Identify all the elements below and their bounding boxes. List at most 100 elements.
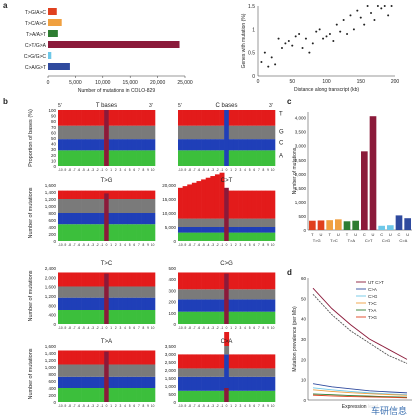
stack-segment: [247, 150, 253, 166]
position-tick: 4: [244, 404, 246, 408]
stack-segment: [145, 376, 151, 388]
position-tick: 7: [258, 168, 260, 172]
stack-segment: [131, 376, 137, 388]
stack-segment: [90, 286, 96, 298]
position-tick: -4: [207, 168, 210, 172]
stack-segment: [219, 272, 225, 290]
position-tick: -8: [188, 326, 191, 330]
stack-segment: [90, 272, 96, 287]
stack-segment: [205, 390, 211, 402]
y-tick-label: 1,600: [45, 183, 57, 188]
stack-segment: [145, 224, 151, 241]
stack-segment: [178, 289, 183, 300]
stack-segment: [265, 190, 271, 219]
position-tick: -9: [64, 326, 67, 330]
position-tick: 8: [263, 168, 265, 172]
stack-segment: [233, 368, 239, 377]
y-tick-label: 0: [252, 74, 255, 80]
stack-segment: [76, 286, 82, 298]
stack-segment: [242, 218, 248, 227]
stack-segment: [238, 272, 243, 290]
x-tick-label: 0: [257, 79, 260, 85]
stack-segment: [85, 139, 91, 151]
position-tick: 5: [129, 404, 131, 408]
stack-segment: [118, 213, 123, 225]
stack-segment: [150, 388, 156, 402]
y-tick-label: 20,000: [162, 183, 176, 188]
position-tick: -4: [87, 243, 90, 247]
series-line: [312, 394, 408, 399]
y-tick-label: 20: [301, 357, 307, 362]
bar: [395, 215, 403, 230]
stack-segment: [201, 272, 207, 290]
stack-segment: [150, 150, 156, 166]
stack-segment: [210, 299, 216, 312]
stack-segment: [219, 139, 225, 151]
stack-segment: [242, 110, 248, 126]
stack-segment: [94, 376, 100, 388]
position-tick: -5: [82, 404, 85, 408]
position-tick: 0: [106, 326, 108, 330]
y-tick-label: 400: [168, 277, 176, 282]
scatter-point: [267, 65, 270, 68]
stack-segment: [196, 139, 202, 151]
stack-segment: [85, 199, 91, 213]
stack-segment: [58, 364, 63, 377]
panel-letter: c: [287, 97, 292, 106]
stack-segment: [58, 139, 63, 151]
stack-segment: [242, 190, 248, 219]
stack-segment: [196, 354, 202, 369]
stack-segment: [187, 368, 193, 377]
stack-segment: [131, 110, 137, 126]
position-tick: 7: [258, 243, 260, 247]
stack-segment: [136, 376, 142, 388]
stack-segment: [247, 390, 253, 402]
stack-segment: [201, 376, 207, 391]
position-tick: -2: [96, 326, 99, 330]
position-tick: -1: [220, 168, 223, 172]
position-tick: 8: [263, 404, 265, 408]
position-tick: -4: [87, 168, 90, 172]
position-tick: -3: [211, 326, 214, 330]
y-axis-label: Genes with mutation (%): [241, 13, 247, 68]
scatter-point: [366, 5, 369, 7]
base-side-label: A: [279, 154, 283, 160]
stack-segment: [256, 190, 262, 219]
stack-segment: [71, 388, 77, 402]
stack-segment: [242, 139, 248, 151]
y-tick-label: 60: [51, 130, 57, 135]
position-tick: -2: [216, 168, 219, 172]
panel-title: T>A: [101, 339, 112, 345]
stack-segment: [265, 125, 271, 140]
position-tick: 4: [244, 243, 246, 247]
stack-segment: [113, 110, 119, 126]
stack-segment: [94, 150, 100, 166]
stack-segment: [118, 310, 123, 324]
stack-segment: [261, 227, 267, 233]
stack-segment: [58, 286, 63, 298]
stack-segment: [118, 224, 123, 241]
stack-segment: [265, 110, 271, 126]
stack-segment: [81, 139, 87, 151]
position-tick: -4: [87, 326, 90, 330]
stack-segment: [205, 368, 211, 377]
stack-segment: [251, 272, 257, 290]
stack-segment: [131, 350, 137, 365]
stack-segment: [205, 227, 211, 233]
position-tick: -3: [91, 168, 94, 172]
stack-segment: [210, 125, 216, 140]
position-tick: -5: [202, 168, 205, 172]
stack-segment: [205, 272, 211, 290]
stack-segment: [90, 224, 96, 241]
stack-segment: [191, 376, 197, 391]
stack-segment: [122, 376, 128, 388]
stack-segment: [113, 272, 119, 287]
y-tick-label: 2,500: [295, 158, 307, 163]
scatter-point: [291, 44, 294, 47]
x-tick-label: 20,000: [150, 80, 166, 86]
position-tick: -3: [211, 168, 214, 172]
stack-segment: [228, 368, 234, 377]
stack-segment: [187, 390, 193, 402]
stack-segment: [67, 199, 73, 213]
base-side-label: T: [279, 112, 283, 118]
